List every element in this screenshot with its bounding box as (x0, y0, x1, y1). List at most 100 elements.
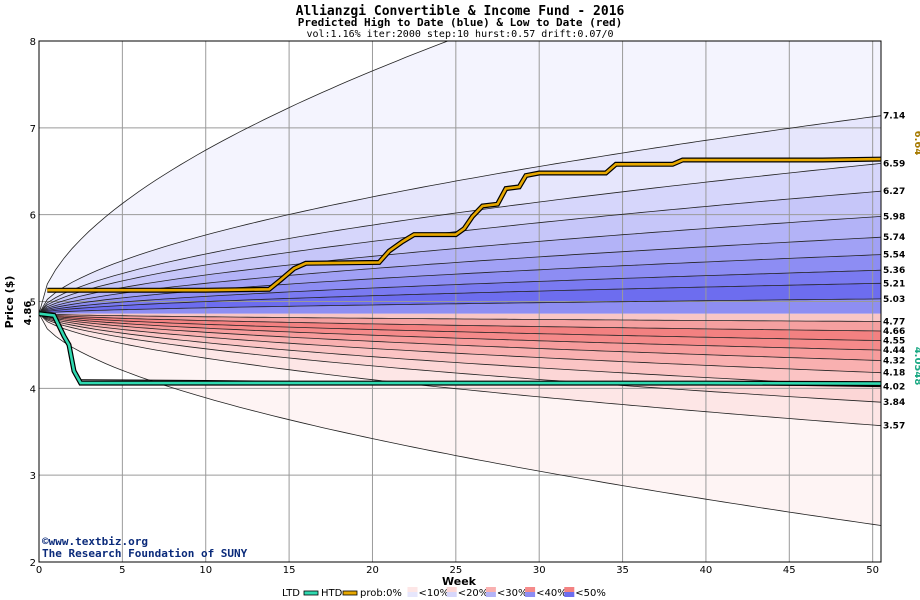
y-tick-label-5: 5 (30, 298, 36, 309)
percentile-contour-18 (39, 313, 881, 427)
legend-label-7: <50% (575, 588, 606, 599)
watermark-line-2: The Research Foundation of SUNY (42, 547, 248, 560)
legend-label-5: <30% (497, 588, 528, 599)
lower-band-9 (39, 313, 881, 322)
percentile-contour-19 (39, 313, 881, 526)
legend-swatch-hi-4 (446, 592, 457, 597)
percentile-end-labels: 7.14 6.59 6.27 5.98 5.74 5.54 5.36 5.21 5.03 4.77… (883, 112, 905, 432)
percentile-label-3.84: 3.84 (883, 398, 905, 408)
percentile-label-5.74: 5.74 (883, 233, 905, 243)
lower-band-8 (39, 313, 881, 331)
percentile-contour-5 (39, 236, 881, 315)
x-tick-label-25: 25 (449, 565, 462, 576)
percentile-label-4.02: 4.02 (883, 383, 905, 393)
percentile-contour-12 (39, 313, 881, 341)
percentile-contour-8 (39, 282, 881, 315)
legend-swatch-hi-6 (525, 592, 536, 597)
percentile-label-6.27: 6.27 (883, 187, 905, 197)
legend-swatch-lo-4 (446, 587, 457, 592)
legend-line-ltd (303, 590, 319, 596)
y-tick-label-2: 2 (30, 558, 36, 569)
percentile-contour-1 (39, 115, 881, 314)
legend-swatch-hi-3 (407, 592, 418, 597)
upper-band-5 (39, 237, 881, 314)
x-tick-label-0: 0 (36, 565, 42, 576)
percentile-label-4.44: 4.44 (883, 346, 905, 356)
legend-label-ltd: LTD (282, 588, 300, 599)
legend-prob-label: prob:0% (360, 588, 402, 599)
percentile-label-5.98: 5.98 (883, 212, 905, 222)
upper-band-4 (39, 216, 881, 314)
legend: LTD HTD prob:0% <10% <20% <30% <40% <50% (282, 587, 606, 599)
percentile-label-5.21: 5.21 (883, 279, 905, 289)
percentile-label-4.55: 4.55 (883, 337, 905, 347)
x-tick-label-5: 5 (119, 565, 125, 576)
lower-band-7 (39, 313, 881, 341)
chart-params: vol:1.16% iter:2000 step:10 hurst:0.57 d… (306, 29, 613, 40)
percentile-contour-17 (39, 313, 881, 403)
percentile-contour-0 (39, 41, 449, 314)
lower-band-3 (39, 313, 881, 387)
htd-end-label: 6.64 (912, 131, 920, 156)
percentile-contour-14 (39, 313, 881, 361)
chart-subtitle: Predicted High to Date (blue) & Low to D… (298, 16, 623, 29)
x-axis-label: Week (442, 575, 477, 588)
percentile-label-5.36: 5.36 (883, 266, 905, 276)
x-tick-label-15: 15 (283, 565, 296, 576)
percentile-contour-15 (39, 313, 881, 374)
legend-label-4: <20% (458, 588, 489, 599)
lower-band-1 (39, 313, 881, 426)
percentile-label-5.03: 5.03 (883, 295, 905, 305)
y-tick-label-3: 3 (30, 471, 36, 482)
legend-swatch-hi-7 (564, 592, 575, 597)
legend-swatch-lo-7 (564, 587, 575, 592)
upper-band-7 (39, 270, 881, 314)
upper-band-3 (39, 191, 881, 314)
lower-band-2 (39, 313, 881, 403)
lower-band-0 (39, 313, 881, 526)
legend-swatch-lo-5 (485, 587, 496, 592)
percentile-label-4.77: 4.77 (883, 317, 905, 327)
percentile-contour-11 (39, 313, 881, 332)
x-tick-label-35: 35 (616, 565, 629, 576)
y-tick-label-6: 6 (30, 211, 36, 222)
x-tick-label-50: 50 (866, 565, 879, 576)
percentile-label-3.57: 3.57 (883, 422, 905, 432)
percentile-contours (39, 41, 881, 526)
chart-title: Allianzgi Convertible & Income Fund - 20… (296, 4, 625, 19)
ltd-end-label: 4.0548 (912, 347, 920, 386)
start-price-label: 4.86 (23, 301, 34, 326)
y-tick-label-4: 4 (30, 384, 36, 395)
legend-swatch-hi-5 (485, 592, 496, 597)
watermark-line-1: ©www.textbiz.org (42, 535, 148, 548)
legend-label-htd: HTD (321, 588, 343, 599)
upper-band-8 (39, 283, 881, 314)
upper-band-9 (39, 298, 881, 314)
percentile-label-7.14: 7.14 (883, 112, 905, 122)
percentile-contour-7 (39, 269, 881, 315)
x-tick-label-30: 30 (533, 565, 546, 576)
x-tick-label-20: 20 (366, 565, 379, 576)
percentile-label-6.59: 6.59 (883, 159, 905, 169)
lower-band-5 (39, 313, 881, 361)
percentile-label-4.18: 4.18 (883, 369, 905, 379)
htd-line (47, 157, 881, 292)
y-axis-label: Price ($) (3, 276, 16, 329)
legend-line-htd (342, 590, 358, 596)
percentile-label-4.32: 4.32 (883, 357, 905, 367)
upper-band-0 (39, 41, 881, 314)
legend-swatch-lo-6 (525, 587, 536, 592)
upper-band-2 (39, 163, 881, 314)
y-tick-label-8: 8 (30, 37, 36, 48)
legend-label-6: <40% (536, 588, 567, 599)
percentile-contour-2 (39, 163, 881, 314)
series-lines (39, 156, 881, 388)
percentile-contour-13 (39, 313, 881, 351)
percentile-contour-16 (39, 313, 881, 387)
x-tick-label-40: 40 (700, 565, 713, 576)
percentile-contour-4 (39, 216, 881, 315)
legend-label-3: <10% (419, 588, 450, 599)
percentile-contour-10 (39, 313, 881, 322)
